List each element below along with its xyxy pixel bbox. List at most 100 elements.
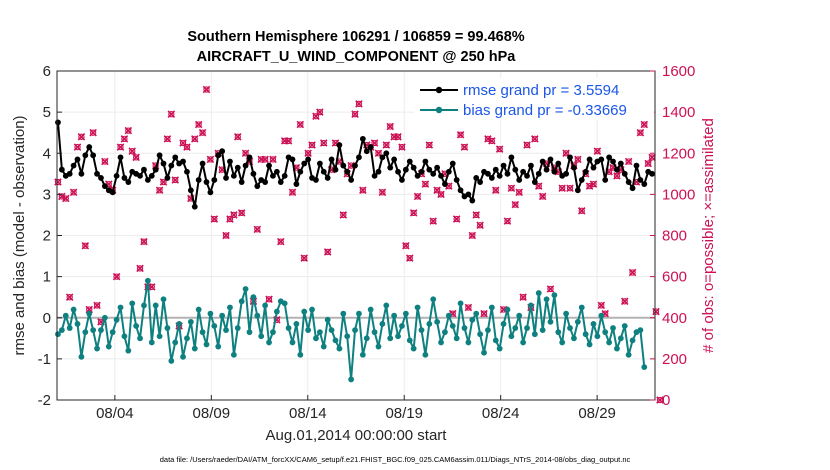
bias-point [195,306,202,313]
obs-assimilated-point [359,186,367,195]
x-axis: 08/04 08/09 08/14 08/19 08/24 08/29 [96,395,616,422]
obs-possible-point [480,310,488,317]
bias-point [406,337,413,344]
rmse-point [277,179,284,185]
obs-possible-point [261,156,269,163]
obs-assimilated-point [484,135,492,143]
rmse-point [203,179,210,185]
rmse-point [418,168,425,175]
rmse-point [90,152,97,159]
bias-point [625,351,632,358]
obs-assimilated-point [597,301,606,310]
obs-possible-point [379,189,386,196]
obs-possible-point [121,135,128,143]
chart-title: Southern Hemisphere 106291 / 106859 = 99… [187,29,524,45]
obs-possible-point [535,182,542,190]
rmse-point [410,164,417,171]
rmse-point [539,158,546,165]
obs-possible-point [656,396,664,404]
rmse-point [207,189,214,196]
obs-possible-point [461,143,468,151]
x-tick-label: 08/24 [482,405,520,422]
rmse-point [547,156,554,163]
bias-point [254,312,261,319]
obs-possible-point [469,232,476,239]
right-y-tick-label: 1000 [662,186,695,203]
obs-possible-point [652,308,660,315]
bias-point [250,294,257,301]
obs-count-series [54,85,664,404]
obs-possible-point [199,129,206,136]
obs-possible-point [398,143,406,151]
bias-point [614,345,620,352]
rmse-point [574,187,581,194]
rmse-point [399,177,405,183]
bias-point [383,302,390,309]
bias-point [82,329,89,336]
bias-point [238,298,245,305]
rmse-point [125,179,132,185]
rmse-point [563,170,570,177]
rmse-point [637,177,644,183]
obs-assimilated-point [183,143,191,151]
bias-point [438,339,444,346]
obs-possible-point [613,172,621,180]
obs-possible-point [426,141,433,149]
obs-assimilated-point [124,126,133,135]
bias-point [293,321,300,327]
left-y-tick-label: -2 [38,392,51,409]
rmse-point [117,154,124,161]
obs-assimilated-point [402,242,410,250]
obs-assimilated-point [355,100,363,108]
rmse-point [375,168,382,175]
rmse-point [141,166,147,173]
obs-possible-point [78,133,85,140]
obs-possible-point [519,294,527,301]
obs-possible-point [320,139,327,147]
bias-point [313,335,319,342]
x-axis-label: Aug.01,2014 00:00:00 start [266,427,448,444]
bias-point [461,325,468,331]
obs-possible-point [226,215,234,223]
obs-possible-point [351,111,359,118]
bias-point [641,364,648,370]
obs-possible-point [265,296,273,303]
bias-point [156,333,163,340]
rmse-point [617,160,624,167]
right-y-tick-label: 200 [662,351,687,368]
right-y-axis: 0 200 400 600 800 1000 1200 1400 1600 [650,63,695,409]
obs-assimilated-point [85,305,94,314]
obs-possible-point [641,121,648,128]
rmse-point [504,170,511,177]
right-y-tick-label: 800 [662,228,687,245]
rmse-point [496,172,503,179]
bias-point [78,353,85,360]
obs-possible-point [301,254,308,262]
obs-possible-point [285,137,292,145]
bias-point [574,318,581,325]
rmse-point [78,170,85,177]
obs-assimilated-point [167,110,176,118]
obs-possible-point [304,150,312,157]
rmse-point [336,142,343,148]
obs-assimilated-point [624,157,633,166]
obs-possible-point [422,180,429,188]
obs-possible-point [476,222,484,229]
left-y-tick-label: 3 [43,186,51,203]
obs-possible-point [289,189,296,196]
bias-point [395,333,401,340]
obs-assimilated-point [202,85,211,94]
obs-possible-point [234,133,241,140]
obs-assimilated-point [191,135,199,143]
obs-assimilated-point [519,293,527,301]
bias-point [207,310,214,317]
obs-possible-point [203,86,210,93]
bias-point [555,329,562,336]
obs-assimilated-point [148,283,156,291]
obs-assimilated-point [316,108,324,116]
bias-point [344,333,351,340]
rmse-point [535,170,542,177]
obs-assimilated-point [640,120,649,129]
rmse-point [465,191,472,198]
right-y-tick-label: 0 [662,392,670,409]
